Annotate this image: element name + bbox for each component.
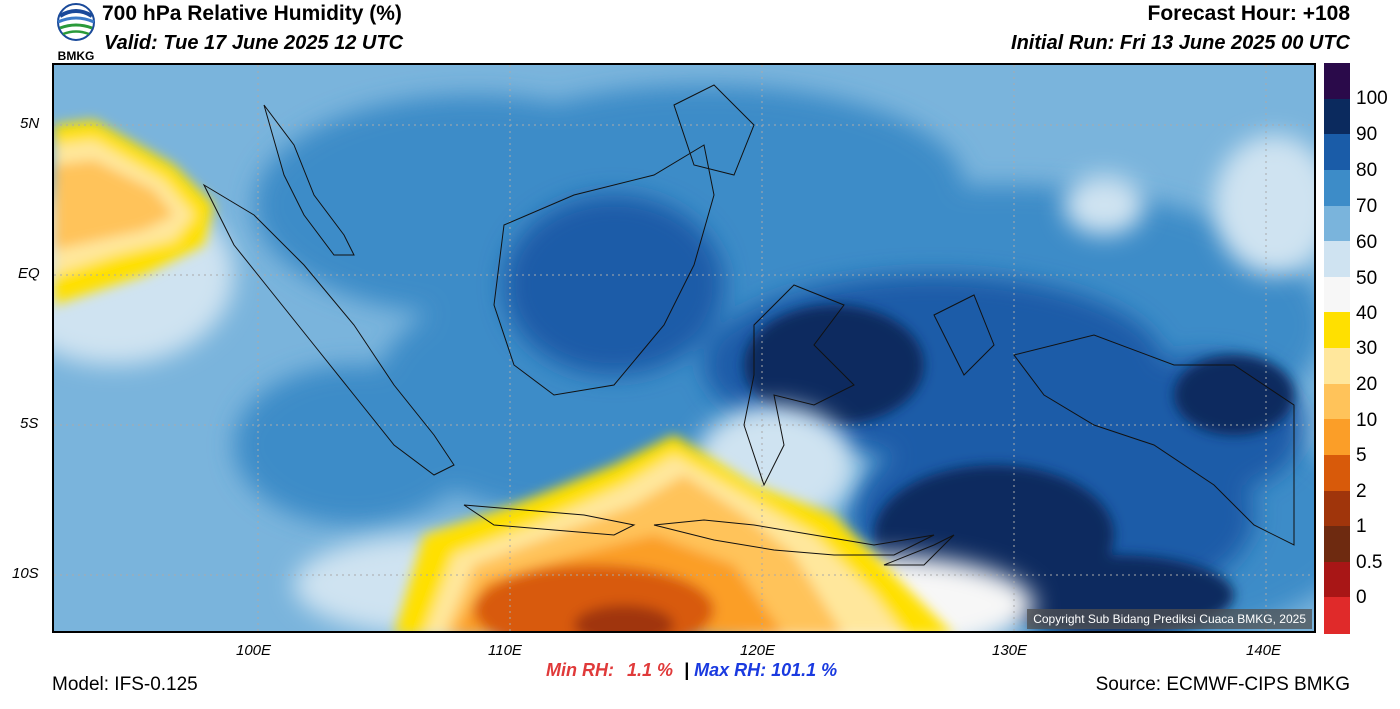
humidity-field <box>54 65 1314 631</box>
colorbar-segment <box>1324 98 1350 135</box>
lat-label-10s: 10S <box>12 565 39 582</box>
colorbar-label: 2 <box>1356 481 1367 502</box>
colorbar-segment <box>1324 63 1350 100</box>
lat-label-5n: 5N <box>20 115 40 132</box>
colorbar-segment <box>1324 348 1350 385</box>
rh-separator: | <box>684 660 690 680</box>
colorbar-segment <box>1324 419 1350 456</box>
colorbar-label: 100 <box>1356 88 1388 109</box>
colorbar-segment <box>1324 312 1350 349</box>
chart-title: 700 hPa Relative Humidity (%) <box>102 2 402 25</box>
humidity-map: Copyright Sub Bidang Prediksi Cuaca BMKG… <box>52 63 1316 633</box>
colorbar-label: 40 <box>1356 303 1378 324</box>
colorbar-label: 70 <box>1356 196 1378 217</box>
colorbar-segment <box>1324 169 1350 206</box>
lon-label-110e: 110E <box>488 642 522 659</box>
lat-label-5s: 5S <box>20 415 39 432</box>
max-rh-value: 101.1 % <box>771 660 838 680</box>
logo-text: BMKG <box>57 49 95 63</box>
colorbar-label: 20 <box>1356 374 1378 395</box>
lon-label-120e: 120E <box>740 642 776 659</box>
colorbar-label: 1 <box>1356 516 1367 537</box>
copyright-note: Copyright Sub Bidang Prediksi Cuaca BMKG… <box>1027 609 1312 629</box>
lat-label-eq: EQ <box>18 265 40 282</box>
colorbar-label: 90 <box>1356 124 1378 145</box>
lon-label-100e: 100E <box>236 642 272 659</box>
rh-summary: Min RH: 1.1 % | Max RH: 101.1 % <box>546 660 837 681</box>
colorbar-segment <box>1324 597 1350 634</box>
colorbar-segment <box>1324 490 1350 527</box>
colorbar-segment <box>1324 526 1350 563</box>
max-rh-label: Max RH: <box>694 660 767 680</box>
colorbar-label: 80 <box>1356 160 1378 181</box>
colorbar-label: 5 <box>1356 445 1367 466</box>
lon-label-130e: 130E <box>992 642 1028 659</box>
colorbar-label: 0.5 <box>1356 552 1383 573</box>
colorbar-label: 10 <box>1356 410 1378 431</box>
colorbar-segment <box>1324 134 1350 171</box>
bmkg-logo: BMKG <box>52 2 100 63</box>
source-label: Source: ECMWF-CIPS BMKG <box>1095 674 1350 695</box>
valid-time: Valid: Tue 17 June 2025 12 UTC <box>104 32 404 54</box>
model-label: Model: IFS-0.125 <box>52 674 198 695</box>
lon-label-140e: 140E <box>1246 642 1282 659</box>
colorbar-segment <box>1324 241 1350 278</box>
colorbar-label: 60 <box>1356 232 1378 253</box>
colorbar <box>1324 63 1350 634</box>
colorbar-segment <box>1324 205 1350 242</box>
colorbar-segment <box>1324 454 1350 491</box>
min-rh-value: 1.1 % <box>627 660 674 680</box>
colorbar-segment <box>1324 276 1350 313</box>
colorbar-segment <box>1324 561 1350 598</box>
initial-run: Initial Run: Fri 13 June 2025 00 UTC <box>1011 32 1350 54</box>
colorbar-label: 50 <box>1356 268 1378 289</box>
min-rh-label: Min RH: <box>546 660 614 680</box>
forecast-hour: Forecast Hour: +108 <box>1147 2 1351 25</box>
colorbar-label: 30 <box>1356 338 1378 359</box>
colorbar-label: 0 <box>1356 587 1367 608</box>
colorbar-segment <box>1324 383 1350 420</box>
